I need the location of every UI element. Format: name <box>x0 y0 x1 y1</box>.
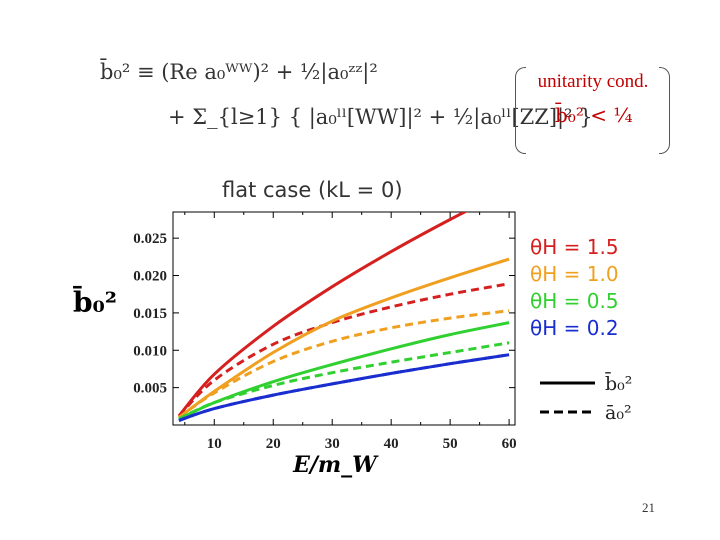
series-line-8 <box>178 353 510 422</box>
y-tick-label: 0.025 <box>133 231 167 247</box>
series-line-4 <box>178 309 510 419</box>
unitarity-title: unitarity cond. <box>537 71 649 92</box>
unitarity-condition-box: unitarity cond. b̄₀² < ¼ <box>515 67 670 154</box>
legend-theta-entry: θH = 0.5 <box>530 289 619 313</box>
legend-theta-entry: θH = 1.5 <box>530 235 619 259</box>
y-tick-label: 0.015 <box>133 306 167 322</box>
x-tick-label: 10 <box>207 436 222 452</box>
y-tick-label: 0.010 <box>133 343 167 359</box>
legend-line-label: ā₀² <box>605 402 632 424</box>
x-axis-label: E/m_W <box>292 452 379 478</box>
x-tick-label: 40 <box>384 436 399 452</box>
formula-line-1: b̄₀² ≡ (Re a₀ᵂᵂ)² + ½|a₀ᶻᶻ|² <box>100 60 378 84</box>
unitarity-expression: b̄₀² < ¼ <box>555 103 633 127</box>
x-tick-label: 30 <box>325 436 340 452</box>
series-line-7 <box>178 353 510 422</box>
series-line-6 <box>178 341 510 421</box>
series-line-1 <box>177 212 468 417</box>
y-tick-label: 0.020 <box>133 269 167 285</box>
y-axis-label: b̄₀² <box>72 285 117 319</box>
legend-theta-entry: θH = 1.0 <box>530 262 619 286</box>
formula-line-2: + Σ_{l≥1} { |a₀ˡˡ[WW]|² + ½|a₀ˡˡ[ZZ]|² } <box>168 105 593 129</box>
legend-line-label: b̄₀² <box>605 371 633 395</box>
plot-frame <box>172 211 516 426</box>
x-tick-label: 20 <box>266 436 281 452</box>
slide-number: 21 <box>642 500 655 515</box>
legend-theta-entry: θH = 0.2 <box>530 316 619 340</box>
y-tick-label: 0.005 <box>133 381 167 397</box>
x-tick-label: 60 <box>502 436 517 452</box>
chart-title: flat case (kL = 0) <box>222 178 403 202</box>
x-tick-label: 50 <box>443 436 458 452</box>
definition-formula: b̄₀² ≡ (Re a₀ᵂᵂ)² + ½|a₀ᶻᶻ|² + Σ_{l≥1} {… <box>100 60 593 160</box>
